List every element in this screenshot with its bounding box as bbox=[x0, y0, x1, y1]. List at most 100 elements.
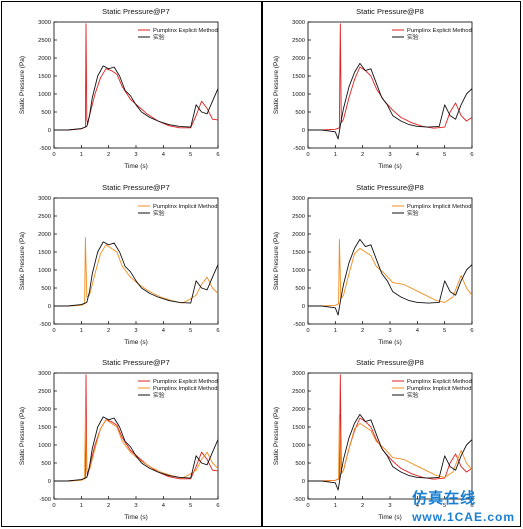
legend-label: 实验 bbox=[153, 209, 165, 217]
x-tick-label: 3 bbox=[388, 152, 391, 158]
y-tick-label: 1500 bbox=[38, 250, 51, 256]
legend-label: Pumplinx Implicit Method bbox=[153, 386, 217, 392]
y-tick-label: 1000 bbox=[292, 92, 305, 98]
series-line bbox=[308, 238, 473, 316]
y-axis-label: Static Pressure (Pa) bbox=[19, 407, 26, 465]
x-tick-label: 3 bbox=[134, 503, 137, 509]
x-tick-label: 0 bbox=[52, 503, 55, 509]
x-tick-label: 4 bbox=[162, 152, 166, 158]
x-tick-label: 1 bbox=[334, 503, 337, 509]
x-tick-label: 1 bbox=[334, 328, 337, 334]
y-tick-label: 2500 bbox=[292, 38, 305, 44]
y-tick-label: 0 bbox=[302, 304, 305, 310]
x-tick-label: 2 bbox=[361, 152, 364, 158]
y-tick-label: 0 bbox=[302, 479, 305, 485]
x-tick-label: 2 bbox=[361, 503, 364, 509]
y-tick-label: 1500 bbox=[38, 425, 51, 431]
y-tick-label: 2500 bbox=[38, 38, 51, 44]
x-axis-label: Time (s) bbox=[378, 163, 402, 170]
x-tick-label: 4 bbox=[416, 503, 420, 509]
x-axis-label: Time (s) bbox=[124, 514, 148, 521]
series-line bbox=[308, 413, 473, 491]
legend-label: 实验 bbox=[153, 33, 165, 41]
chart-panel-4: Static Pressure@P8-500050010001500200025… bbox=[273, 183, 474, 346]
x-tick-label: 1 bbox=[80, 152, 83, 158]
y-tick-label: 3000 bbox=[292, 20, 305, 26]
legend-label: Pumplinx Implicit Method bbox=[407, 386, 471, 392]
x-tick-label: 0 bbox=[306, 503, 309, 509]
legend-label: Pumplinx Implicit Method bbox=[407, 204, 471, 210]
series-line bbox=[54, 65, 219, 131]
y-tick-label: 3000 bbox=[38, 371, 51, 377]
x-tick-label: 2 bbox=[107, 503, 110, 509]
x-tick-label: 4 bbox=[416, 328, 420, 334]
x-tick-label: 0 bbox=[52, 152, 55, 158]
legend-label: Pumplinx Explicit Method bbox=[153, 28, 218, 34]
y-tick-label: 3000 bbox=[292, 196, 305, 202]
x-tick-label: 0 bbox=[306, 152, 309, 158]
y-tick-label: 1000 bbox=[38, 443, 51, 449]
y-axis-label: Static Pressure (Pa) bbox=[19, 232, 26, 290]
y-tick-label: -500 bbox=[39, 497, 51, 503]
y-tick-label: 2500 bbox=[38, 214, 51, 220]
series-line bbox=[54, 241, 219, 307]
y-tick-label: 1000 bbox=[38, 268, 51, 274]
y-tick-label: -500 bbox=[39, 322, 51, 328]
chart-panel-5: Static Pressure@P7-500050010001500200025… bbox=[19, 358, 220, 521]
x-tick-label: 6 bbox=[470, 328, 473, 334]
left-column-frame bbox=[1, 1, 262, 527]
y-tick-label: 2000 bbox=[38, 407, 51, 413]
right-column-frame bbox=[262, 1, 521, 527]
x-tick-label: 6 bbox=[470, 503, 473, 509]
chart-title: Static Pressure@P8 bbox=[356, 7, 424, 16]
series-line bbox=[308, 62, 473, 140]
series-line bbox=[308, 238, 473, 307]
y-tick-label: -500 bbox=[293, 146, 305, 152]
watermark-text: 仿真在线 bbox=[412, 490, 477, 507]
y-tick-label: 1000 bbox=[292, 268, 305, 274]
y-tick-label: 1500 bbox=[38, 74, 51, 80]
y-tick-label: 1000 bbox=[292, 443, 305, 449]
x-tick-label: 3 bbox=[388, 328, 391, 334]
chart-panel-2: Static Pressure@P8-500050010001500200025… bbox=[273, 7, 474, 170]
chart-title: Static Pressure@P7 bbox=[102, 183, 170, 192]
y-tick-label: 1500 bbox=[292, 74, 305, 80]
legend-label: 实验 bbox=[407, 209, 419, 217]
x-tick-label: 6 bbox=[216, 152, 219, 158]
series-line bbox=[54, 23, 219, 131]
y-tick-label: 3000 bbox=[292, 371, 305, 377]
y-tick-label: 1000 bbox=[38, 92, 51, 98]
chart-panel-1: Static Pressure@P7-500050010001500200025… bbox=[19, 7, 220, 170]
y-tick-label: 0 bbox=[48, 304, 51, 310]
y-tick-label: -500 bbox=[293, 497, 305, 503]
legend-label: Pumplinx Explicit Method bbox=[153, 379, 218, 385]
x-tick-label: 1 bbox=[80, 503, 83, 509]
x-tick-label: 2 bbox=[107, 328, 110, 334]
x-tick-label: 5 bbox=[443, 503, 446, 509]
y-tick-label: 3000 bbox=[38, 196, 51, 202]
x-axis-label: Time (s) bbox=[124, 339, 148, 346]
x-tick-label: 4 bbox=[162, 328, 166, 334]
x-tick-label: 6 bbox=[216, 503, 219, 509]
y-tick-label: 500 bbox=[41, 286, 51, 292]
x-tick-label: 3 bbox=[134, 152, 137, 158]
x-tick-label: 4 bbox=[162, 503, 166, 509]
legend-label: 实验 bbox=[153, 391, 165, 399]
watermark-url: www.1CAE.com bbox=[412, 510, 515, 524]
x-tick-label: 5 bbox=[443, 152, 446, 158]
y-tick-label: 0 bbox=[48, 128, 51, 134]
y-tick-label: 2500 bbox=[292, 389, 305, 395]
chart-title: Static Pressure@P7 bbox=[102, 358, 170, 367]
legend-label: Pumplinx Explicit Method bbox=[407, 379, 472, 385]
x-tick-label: 5 bbox=[443, 328, 446, 334]
x-tick-label: 3 bbox=[388, 503, 391, 509]
y-tick-label: 1500 bbox=[292, 250, 305, 256]
chart-title: Static Pressure@P8 bbox=[356, 183, 424, 192]
series-line bbox=[54, 416, 219, 482]
x-tick-label: 1 bbox=[80, 328, 83, 334]
y-tick-label: -500 bbox=[293, 322, 305, 328]
legend-label: 实验 bbox=[407, 33, 419, 41]
series-line bbox=[54, 237, 219, 307]
